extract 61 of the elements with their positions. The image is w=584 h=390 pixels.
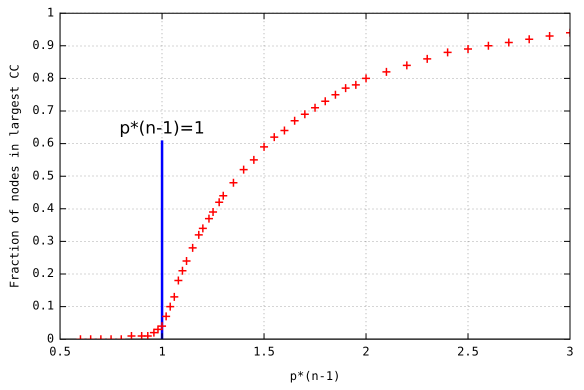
point — [422, 54, 432, 64]
x-tick-label: 3 — [566, 344, 574, 359]
y-tick-label: 0.9 — [32, 38, 54, 52]
point — [402, 60, 412, 70]
point — [249, 155, 259, 165]
point — [182, 256, 192, 266]
point — [126, 331, 136, 340]
y-tick-label: 0.6 — [32, 136, 54, 150]
y-tick-label: 0.2 — [32, 266, 54, 280]
point — [143, 331, 153, 340]
x-tick-label: 1.5 — [253, 344, 275, 359]
x-axis-title: p*(n-1) — [290, 368, 340, 383]
y-tick-label: 1 — [46, 5, 54, 20]
point — [290, 116, 300, 126]
point — [269, 132, 279, 142]
point — [170, 292, 180, 302]
x-tick-label: 2 — [362, 344, 370, 359]
point — [214, 198, 224, 208]
point — [208, 207, 218, 217]
point — [320, 96, 330, 106]
y-tick-label: 0.4 — [32, 200, 54, 215]
point — [149, 328, 159, 338]
point — [340, 83, 350, 93]
point — [504, 38, 514, 48]
point — [178, 266, 188, 276]
y-tick-label: 0.5 — [32, 168, 54, 182]
point — [157, 321, 167, 331]
point — [361, 74, 371, 84]
y-tick-label: 0 — [46, 331, 54, 346]
point — [310, 102, 320, 112]
point — [161, 312, 171, 322]
point — [524, 34, 534, 44]
y-tick-label: 0.3 — [32, 234, 54, 248]
point — [382, 67, 392, 77]
point — [442, 48, 452, 58]
y-axis-title: Fraction of nodes in largest CC — [7, 64, 22, 288]
point — [188, 243, 198, 253]
point — [544, 31, 554, 41]
y-tick-label: 0.1 — [32, 298, 54, 313]
point — [280, 126, 290, 136]
point — [228, 178, 238, 188]
point — [330, 90, 340, 100]
y-tick-label: 0.7 — [32, 103, 54, 118]
x-tick-label: 2.5 — [457, 344, 479, 359]
y-tick-label: 0.8 — [32, 70, 54, 85]
point — [194, 230, 204, 240]
point — [238, 164, 248, 174]
point — [259, 142, 269, 152]
point — [204, 214, 214, 224]
point — [351, 80, 361, 90]
point — [174, 276, 184, 286]
x-tick-label: 1 — [158, 344, 166, 359]
point — [300, 110, 310, 120]
point — [463, 44, 473, 54]
point — [136, 331, 146, 340]
annotation: p*(n-1)=1 — [119, 118, 205, 138]
point — [198, 224, 208, 234]
point — [153, 324, 163, 334]
point — [218, 191, 228, 201]
point — [484, 41, 494, 51]
point — [165, 302, 175, 312]
